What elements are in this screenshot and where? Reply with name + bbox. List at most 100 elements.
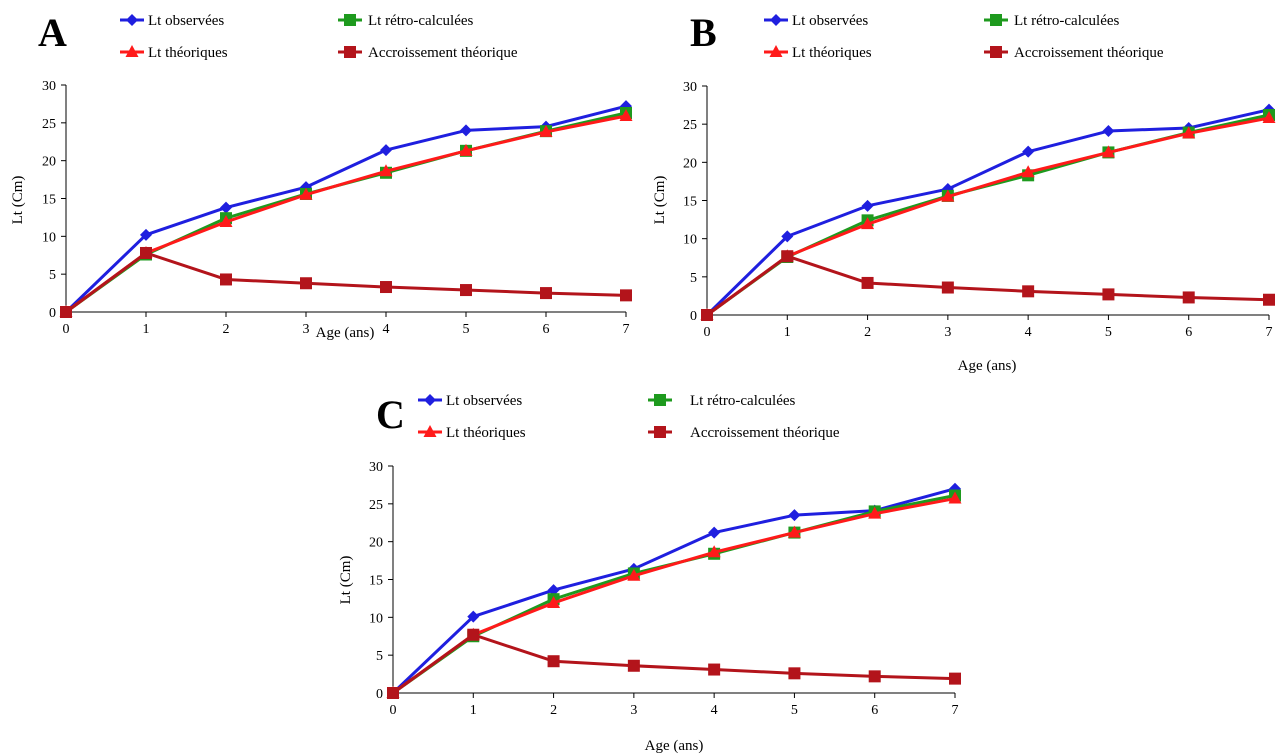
y-tick-label: 25 xyxy=(683,118,697,133)
x-tick-label: 7 xyxy=(952,703,959,718)
data-point xyxy=(868,670,881,683)
x-tick-label: 4 xyxy=(383,322,390,337)
y-tick-label: 25 xyxy=(369,498,383,513)
x-tick-label: 6 xyxy=(543,322,550,337)
legend-swatch xyxy=(764,45,788,57)
data-point xyxy=(1022,285,1035,298)
x-tick-label: 4 xyxy=(1025,325,1032,340)
data-point xyxy=(1182,126,1196,139)
series-increment xyxy=(60,246,632,318)
data-point xyxy=(299,187,313,200)
legend: Lt observées Lt rétro-calculées Lt théor… xyxy=(418,393,840,441)
legend-label: Lt observées xyxy=(792,13,868,29)
data-point xyxy=(140,246,152,259)
y-tick-label: 10 xyxy=(42,230,56,245)
series-increment xyxy=(701,250,1275,321)
series-line xyxy=(706,116,1270,317)
x-tick-label: 4 xyxy=(711,703,718,718)
legend-swatch xyxy=(120,14,144,26)
series-line xyxy=(392,633,956,695)
panel-letter: B xyxy=(690,10,717,55)
data-point xyxy=(1102,288,1115,301)
data-point xyxy=(1263,293,1275,306)
data-point xyxy=(781,230,794,243)
legend-label: Lt observées xyxy=(446,393,522,409)
series-line xyxy=(705,108,1270,317)
series-line xyxy=(65,251,627,314)
y-axis-title: Lt (Cm) xyxy=(652,176,668,225)
legend-entry: Lt observées xyxy=(764,13,868,29)
legend-swatch xyxy=(338,46,362,58)
y-tick-label: 15 xyxy=(683,195,697,210)
data-point xyxy=(627,568,641,581)
data-point xyxy=(941,189,955,202)
data-point xyxy=(547,584,560,597)
data-point xyxy=(707,545,721,558)
y-tick-label: 25 xyxy=(42,117,56,132)
data-point xyxy=(787,525,801,538)
y-tick-label: 30 xyxy=(369,460,383,475)
x-tick-label: 1 xyxy=(143,322,150,337)
chart-panel-b: B Lt observées Lt rétro-calculées Lt thé… xyxy=(652,10,1276,374)
legend-marker xyxy=(344,14,356,26)
data-point xyxy=(788,667,801,680)
x-axis-title: Age (ans) xyxy=(958,358,1017,374)
legend-entry: Lt observées xyxy=(120,13,224,29)
x-tick-label: 7 xyxy=(623,322,630,337)
y-tick-label: 30 xyxy=(42,79,56,94)
legend-swatch xyxy=(984,46,1008,58)
x-tick-label: 5 xyxy=(463,322,470,337)
data-point xyxy=(460,284,472,297)
data-point xyxy=(460,124,472,137)
legend-label: Lt rétro-calculées xyxy=(690,393,796,409)
y-axis-title: Lt (Cm) xyxy=(338,556,354,605)
plot-area: 0 5 10 15 20 25 30 0 1 2 3 4 5 6 7 xyxy=(42,79,633,337)
x-axis-title: Age (ans) xyxy=(645,738,704,754)
x-tick-label: 6 xyxy=(1185,325,1192,340)
data-point xyxy=(701,309,713,321)
plot-area: 0 5 10 15 20 25 30 0 1 2 3 4 5 6 7 xyxy=(369,460,962,718)
data-point xyxy=(708,526,721,539)
legend-marker xyxy=(770,14,782,26)
data-point xyxy=(1262,111,1276,124)
panel-letter: C xyxy=(376,392,405,437)
legend-entry: Accroissement théorique xyxy=(648,425,840,441)
data-point xyxy=(868,506,882,519)
legend-entry: Lt rétro-calculées xyxy=(648,393,796,409)
legend-label: Accroissement théorique xyxy=(368,45,518,61)
legend-marker xyxy=(990,46,1002,58)
legend-entry: Accroissement théorique xyxy=(984,45,1164,61)
y-tick-label: 0 xyxy=(690,309,697,324)
y-tick-label: 5 xyxy=(376,649,383,664)
series-increment xyxy=(387,628,961,699)
x-tick-label: 2 xyxy=(223,322,230,337)
data-point xyxy=(540,287,552,300)
series-line xyxy=(706,113,1270,317)
legend-marker xyxy=(654,394,666,406)
x-tick-label: 0 xyxy=(63,322,70,337)
legend-marker xyxy=(126,14,138,26)
data-point xyxy=(1022,145,1035,158)
x-tick-label: 7 xyxy=(1266,325,1273,340)
data-point xyxy=(788,509,801,522)
legend-swatch xyxy=(764,14,788,26)
data-point xyxy=(949,672,961,685)
data-point xyxy=(861,276,874,289)
x-tick-label: 5 xyxy=(1105,325,1112,340)
data-point xyxy=(380,281,392,294)
legend-swatch xyxy=(648,394,672,406)
x-tick-label: 6 xyxy=(871,703,878,718)
legend-swatch xyxy=(648,426,672,438)
data-point xyxy=(219,214,233,227)
y-tick-label: 5 xyxy=(690,271,697,286)
data-point xyxy=(708,663,721,676)
legend-marker xyxy=(424,394,436,406)
data-point xyxy=(861,199,874,212)
data-point xyxy=(387,687,399,699)
x-tick-label: 0 xyxy=(704,325,711,340)
data-point xyxy=(547,655,560,668)
chart-panel-c: C Lt observées Lt rétro-calculées Lt thé… xyxy=(338,392,962,754)
y-tick-label: 10 xyxy=(683,233,697,248)
x-axis-title: Age (ans) xyxy=(316,325,375,341)
